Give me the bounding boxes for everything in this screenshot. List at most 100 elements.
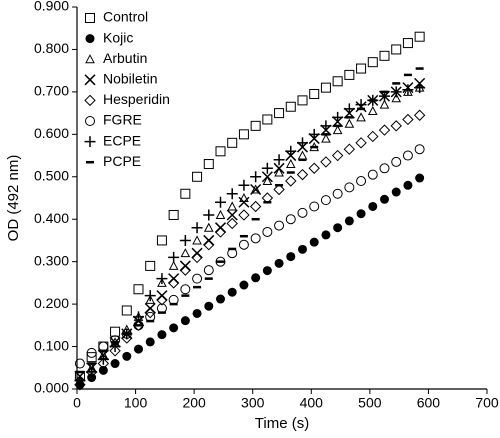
x-tick-label: 600 bbox=[417, 395, 441, 411]
y-tick-label: 0.600 bbox=[34, 125, 69, 141]
data-point bbox=[191, 222, 203, 234]
data-point bbox=[180, 188, 191, 199]
data-point bbox=[285, 214, 296, 225]
data-point bbox=[402, 113, 414, 126]
data-point bbox=[344, 69, 355, 80]
data-point bbox=[321, 133, 331, 143]
data-point bbox=[179, 260, 191, 272]
x-tick-label: 0 bbox=[73, 395, 81, 411]
data-point bbox=[380, 194, 389, 204]
legend-label: Kojic bbox=[103, 29, 133, 45]
data-point bbox=[391, 93, 402, 103]
legend-marker bbox=[85, 13, 95, 23]
data-point bbox=[98, 365, 108, 375]
data-point bbox=[145, 260, 156, 271]
data-point bbox=[413, 109, 426, 121]
data-point bbox=[391, 187, 401, 197]
data-point bbox=[262, 114, 273, 125]
legend-label: FGRE bbox=[103, 112, 142, 128]
data-point bbox=[415, 173, 425, 183]
data-point bbox=[262, 266, 272, 276]
data-point bbox=[297, 150, 308, 160]
legend-label: Control bbox=[103, 9, 148, 25]
data-point bbox=[192, 171, 203, 182]
data-point bbox=[262, 175, 273, 186]
data-point bbox=[332, 111, 344, 123]
data-point bbox=[356, 209, 366, 219]
data-point bbox=[356, 176, 367, 187]
data-point bbox=[320, 195, 331, 206]
data-point bbox=[227, 287, 237, 297]
data-point bbox=[309, 89, 320, 100]
data-point bbox=[180, 248, 191, 258]
data-point bbox=[74, 375, 86, 387]
data-point bbox=[226, 217, 238, 230]
data-point bbox=[144, 306, 156, 319]
data-point bbox=[238, 209, 250, 221]
data-point bbox=[331, 149, 344, 162]
y-tick-label: 0.900 bbox=[34, 0, 69, 14]
data-point bbox=[179, 264, 192, 276]
data-point bbox=[157, 330, 167, 340]
data-point bbox=[215, 196, 226, 208]
data-point bbox=[332, 76, 343, 87]
data-point bbox=[239, 280, 249, 290]
x-tick-label: 300 bbox=[241, 395, 265, 411]
data-point bbox=[157, 277, 167, 287]
data-point bbox=[402, 150, 413, 161]
data-point bbox=[296, 168, 309, 181]
data-point bbox=[333, 223, 343, 233]
data-point bbox=[133, 311, 144, 323]
data-point bbox=[261, 171, 273, 183]
x-tick-label: 100 bbox=[124, 395, 148, 411]
data-point bbox=[156, 290, 168, 302]
data-point bbox=[320, 156, 332, 168]
legend-label: Hesperidin bbox=[103, 91, 170, 107]
data-point bbox=[262, 226, 273, 237]
data-point bbox=[144, 290, 156, 302]
data-point bbox=[227, 137, 238, 148]
data-point bbox=[402, 38, 413, 49]
data-point bbox=[110, 326, 121, 337]
data-point bbox=[355, 137, 367, 149]
legend-marker bbox=[84, 74, 96, 86]
data-point bbox=[110, 359, 120, 369]
data-point bbox=[133, 284, 144, 295]
data-point bbox=[378, 124, 391, 136]
data-point bbox=[414, 82, 426, 94]
data-point bbox=[179, 234, 191, 246]
data-point bbox=[308, 162, 320, 174]
data-point bbox=[379, 99, 390, 109]
data-point bbox=[344, 216, 354, 226]
data-point bbox=[343, 143, 356, 155]
y-tick-label: 0.200 bbox=[34, 295, 69, 311]
data-point bbox=[191, 247, 203, 259]
data-point bbox=[308, 128, 320, 140]
data-point bbox=[332, 125, 343, 135]
data-point bbox=[180, 316, 190, 326]
data-point bbox=[403, 180, 413, 190]
data-point bbox=[344, 118, 355, 128]
data-point bbox=[203, 209, 215, 221]
data-point bbox=[320, 82, 331, 93]
data-point bbox=[367, 57, 378, 68]
data-point bbox=[274, 258, 284, 268]
data-point bbox=[216, 294, 225, 304]
data-point bbox=[204, 301, 214, 311]
data-point bbox=[156, 273, 168, 285]
data-point bbox=[414, 31, 425, 42]
data-point bbox=[168, 209, 179, 220]
data-point bbox=[309, 201, 320, 212]
data-point bbox=[214, 226, 227, 238]
data-point bbox=[214, 222, 227, 234]
data-point bbox=[203, 234, 215, 246]
y-axis-label: OD (492 nm) bbox=[5, 155, 22, 242]
data-point bbox=[215, 256, 226, 267]
y-tick-label: 0.800 bbox=[34, 40, 69, 56]
data-point bbox=[379, 163, 390, 174]
legend-marker bbox=[85, 116, 95, 126]
data-point bbox=[343, 103, 355, 115]
data-point bbox=[403, 86, 413, 96]
data-point bbox=[344, 182, 355, 193]
data-point bbox=[203, 238, 215, 251]
